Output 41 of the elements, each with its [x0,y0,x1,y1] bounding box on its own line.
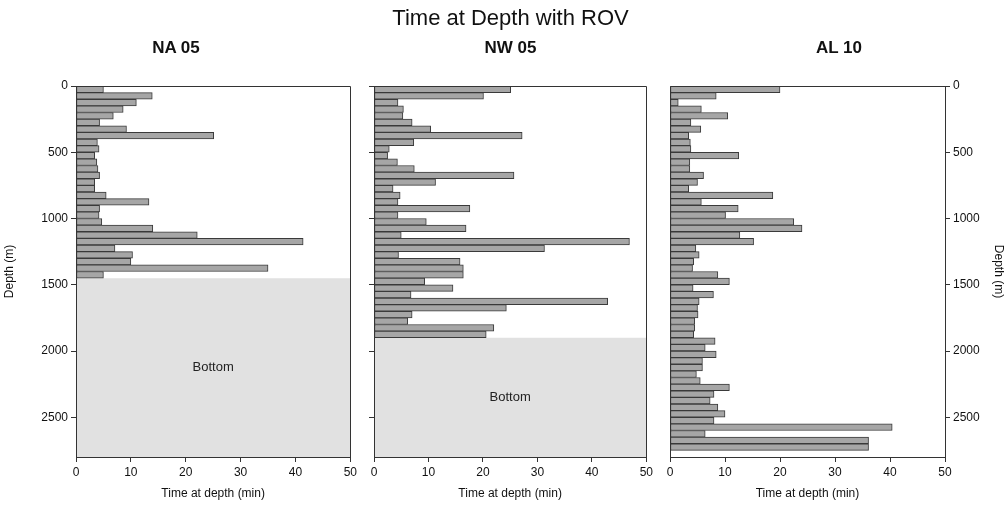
x-axis-title: Time at depth (min) [458,486,562,501]
x-tick-label: 10 [421,464,436,479]
x-tick-label: 40 [883,464,897,479]
y-tick-label: 500 [953,144,974,159]
y-tick-label: 2500 [41,409,69,424]
y-tick-label: 1500 [41,277,69,292]
y-tick-label: 500 [47,144,69,159]
y-tick-label: 0 [953,78,960,93]
x-axis-title: Time at depth (min) [755,486,860,501]
band-label: Bottom [489,388,531,404]
y-axis-title: Depth (m) [1,244,16,299]
x-tick-label: 30 [233,464,248,479]
y-tick-label: 0 [61,78,69,93]
x-tick-label: 0 [666,464,674,479]
x-tick-label: 50 [343,464,358,479]
x-tick-label: 30 [828,464,842,479]
y-tick-label: 2000 [41,343,69,358]
x-tick-label: 50 [639,464,654,479]
chart-title: AL 10 [816,38,862,58]
x-tick-label: 20 [476,464,490,479]
x-tick-label: 40 [585,464,599,479]
x-tick-label: 40 [288,464,303,479]
x-tick-label: 20 [773,464,787,479]
chart-subtitle: NW 05 [484,38,537,58]
y-tick-label: 2500 [953,409,981,424]
y-tick-label: 1000 [953,210,981,225]
band-label: Bottom [192,359,234,375]
x-tick-label: 0 [370,464,378,479]
x-tick-label: 10 [718,464,732,479]
x-tick-label: 50 [938,464,952,479]
chart-title: NA 05 [152,38,200,58]
x-tick-label: 30 [530,464,545,479]
y-axis-title: Depth (m) [992,244,1007,299]
x-tick-label: 20 [179,464,193,479]
y-tick-label: 2000 [953,343,981,358]
chart-title: Time at Depth with ROV [392,5,630,31]
x-tick-label: 10 [124,464,138,479]
y-tick-label: 1000 [41,210,69,225]
x-axis-title: Time at depth (min) [161,486,265,501]
x-tick-label: 0 [72,464,80,479]
y-tick-label: 1500 [953,277,981,292]
